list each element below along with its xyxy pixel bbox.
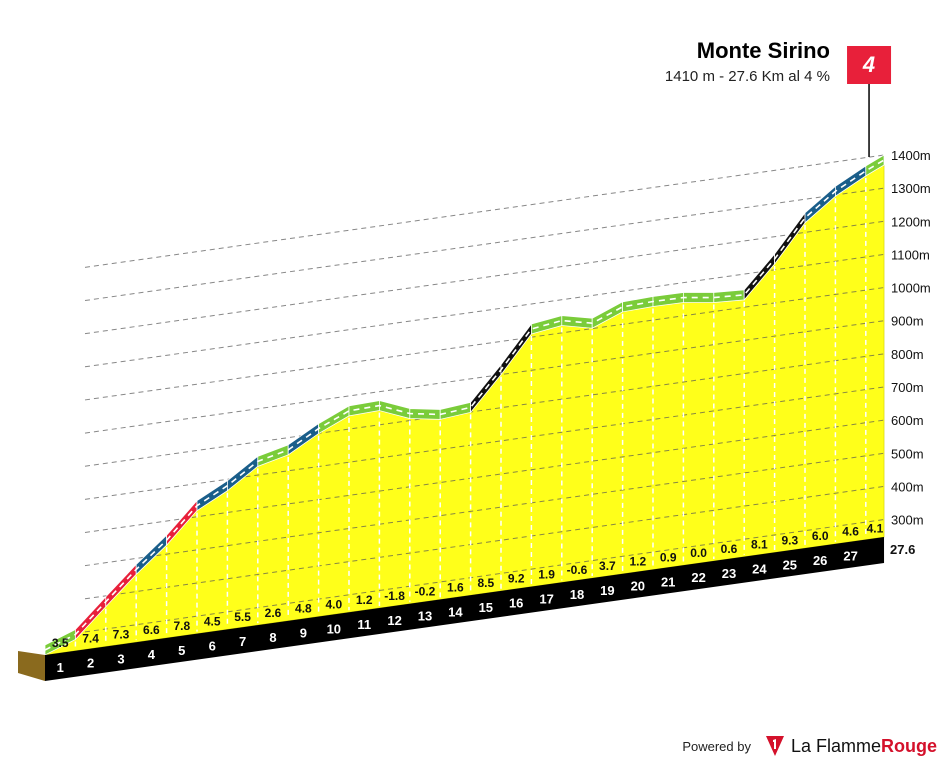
brand-name-part2: Rouge [881,735,937,756]
gradient-label: -1.8 [384,589,405,603]
gradient-label: -0.2 [415,585,436,599]
climb-title: Monte Sirino [696,38,830,63]
km-marker-label: 26 [813,553,827,568]
gradient-label: 1.2 [356,593,373,607]
km-marker-label: 20 [631,579,645,594]
altitude-tick-label: 1200m [891,214,931,229]
gradient-label: 4.6 [842,525,859,539]
gradient-label: 7.4 [82,632,99,646]
gradient-label: 6.0 [812,529,829,543]
brand-name-part1: La Flamme [790,735,881,756]
gradient-label: 9.3 [781,533,798,547]
km-marker-label: 27 [843,549,857,564]
km-marker-label: 5 [178,643,185,658]
gradient-label: 0.6 [721,542,738,556]
gradient-label: 4.0 [325,597,342,611]
flamme-rouge-logo-icon [765,736,784,756]
km-marker-label: 21 [661,574,675,589]
altitude-tick-label: 600m [891,413,924,428]
altitude-gridline [84,154,885,268]
climb-summary: 1410 m - 27.6 Km al 4 % [664,68,830,85]
km-marker-label: 11 [357,617,371,632]
altitude-tick-label: 900m [891,314,924,329]
km-marker-label: 16 [509,596,523,611]
gradient-label: 4.1 [867,521,884,535]
km-marker-label: 23 [722,566,736,581]
gradient-label: 6.6 [143,623,160,637]
km-marker-label: 18 [570,587,584,602]
km-marker-label: 24 [752,562,767,577]
km-marker-label: 4 [148,647,156,662]
gradient-label: 0.0 [690,546,707,560]
gradient-label: 3.7 [599,559,616,573]
gradient-label: 9.2 [508,572,525,586]
gradient-label: -0.6 [567,563,588,577]
powered-by-label: Powered by [682,738,751,754]
gradient-label: 7.8 [173,619,190,633]
km-marker-label: 2 [87,656,94,671]
gradient-label: 8.5 [477,576,494,590]
gradient-label: 8.1 [751,538,768,552]
altitude-tick-label: 1300m [891,181,931,196]
altitude-tick-label: 400m [891,479,924,494]
category-flag [847,46,892,84]
km-marker-label: 6 [209,638,216,653]
altitude-tick-label: 300m [891,513,924,528]
gradient-label: 4.5 [204,614,221,628]
road-centerline [44,159,885,651]
category-flag-label: 4 [862,52,875,77]
km-marker-label: 17 [539,591,553,606]
km-marker-label: 1 [57,660,64,675]
total-distance-label: 27.6 [890,542,915,557]
gradient-segment-strip [865,154,885,177]
altitude-tick-label: 800m [891,347,924,362]
gradient-label: 1.2 [629,555,646,569]
altitude-tick-label: 1000m [891,281,931,296]
altitude-tick-label: 1100m [891,247,930,262]
gradient-label: 1.6 [447,580,464,594]
km-marker-label: 12 [387,613,401,628]
altitude-tick-label: 1400m [891,148,931,163]
km-marker-label: 14 [448,604,463,619]
km-marker-label: 22 [691,570,705,585]
start-block [18,651,45,681]
gradient-label: 0.9 [660,550,677,564]
gradient-label: 2.6 [265,606,282,620]
footer: Powered by La FlammeRouge [682,735,937,757]
km-marker-label: 10 [327,621,341,636]
km-marker-label: 15 [479,600,493,615]
altitude-tick-label: 500m [891,446,924,461]
km-marker-label: 25 [783,557,797,572]
gradient-label: 7.3 [113,627,130,641]
gradient-segment-strip [683,292,715,303]
altitude-tick-label: 700m [891,380,924,395]
gradient-segment-strip [409,408,441,420]
base-band [45,537,885,681]
km-marker-label: 13 [418,609,432,624]
gradient-label: 1.9 [538,567,555,581]
km-marker-label: 3 [117,651,124,666]
brand-name: La FlammeRouge [791,736,937,757]
gradient-label: 4.8 [295,602,312,616]
km-marker-label: 9 [300,626,307,641]
km-marker-label: 19 [600,583,614,598]
gradient-label: 5.5 [234,610,251,624]
km-marker-label: 7 [239,634,246,649]
km-marker-label: 8 [269,630,276,645]
gradient-label: 3.5 [52,636,69,650]
